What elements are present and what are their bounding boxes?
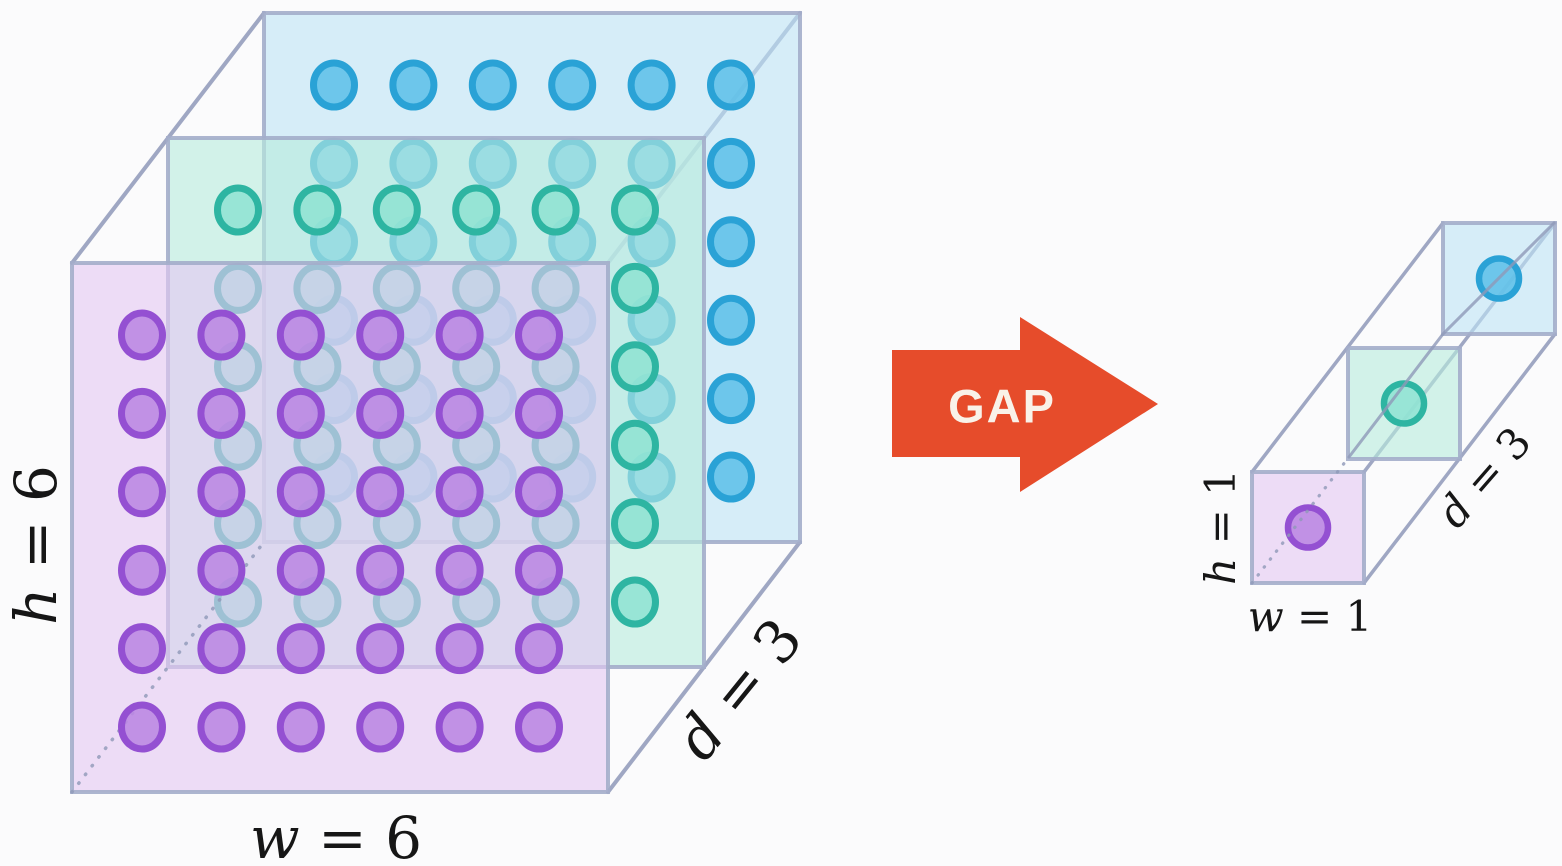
feature-map-circle: [515, 701, 563, 753]
feature-map-circle: [531, 184, 580, 236]
label-width: w = 6: [250, 804, 422, 866]
feature-map-circle: [197, 623, 246, 675]
feature-map-circle: [197, 544, 246, 596]
feature-map-circle: [197, 309, 246, 361]
feature-map-circle: [468, 59, 517, 111]
feature-map-circle: [515, 466, 563, 518]
feature-map-circle: [435, 701, 484, 753]
feature-map-circle: [707, 59, 755, 111]
feature-map-circle: [515, 309, 563, 361]
output-cell-teal: [1346, 346, 1462, 461]
gap-arrow: GAP: [892, 317, 1158, 492]
arrow-label: GAP: [948, 380, 1056, 433]
feature-map-circle: [276, 544, 325, 596]
feature-map-circle: [118, 544, 166, 596]
feature-map-circle: [611, 341, 659, 393]
feature-map-circle: [611, 419, 659, 471]
feature-map-circle: [707, 451, 755, 503]
feature-map-circle: [118, 623, 166, 675]
feature-map-circle: [515, 544, 563, 596]
feature-map-circle: [276, 466, 325, 518]
box-edge-bottom-left-hidden: [1347, 221, 1556, 459]
feature-map-circle: [118, 466, 166, 518]
feature-map-circle: [707, 137, 755, 189]
feature-map-circle: [611, 184, 659, 236]
feature-map-circle: [452, 184, 501, 236]
output-cell-purple: [1250, 470, 1366, 585]
feature-map-circle: [356, 701, 405, 753]
label-height: h = 6: [2, 465, 70, 625]
feature-map-circle: [276, 387, 325, 439]
feature-map-circle: [372, 184, 421, 236]
plane-purple-face: [70, 261, 610, 794]
feature-map-circle: [515, 623, 563, 675]
feature-map-circle: [356, 623, 405, 675]
pooled-value-purple: [1284, 504, 1332, 551]
feature-map-circle: [435, 466, 484, 518]
feature-map-circle: [276, 309, 325, 361]
feature-map-circle: [435, 623, 484, 675]
output-label-width: w = 1: [1248, 592, 1373, 641]
feature-map-circle: [611, 262, 659, 314]
output-label-height: h = 1: [1196, 469, 1245, 585]
feature-map-circle: [707, 373, 755, 425]
feature-map-circle: [548, 59, 597, 111]
feature-map-circle: [197, 466, 246, 518]
feature-map-circle: [435, 387, 484, 439]
input-tensor: h = 6 w = 6 d = 3: [2, 11, 816, 866]
feature-map-circle: [118, 387, 166, 439]
arrow-shape: [892, 317, 1158, 492]
feature-map-circle: [276, 623, 325, 675]
feature-map-circle: [611, 576, 659, 628]
feature-map-circle: [515, 387, 563, 439]
feature-map-circle: [435, 544, 484, 596]
feature-map-circle: [276, 701, 325, 753]
feature-map-circle: [293, 184, 342, 236]
feature-map-circle: [356, 466, 405, 518]
feature-map-circle: [707, 294, 755, 346]
output-tensor: h = 1 w = 1 d = 3: [1196, 221, 1557, 641]
feature-map-circle: [118, 701, 166, 753]
feature-map-circle: [197, 701, 246, 753]
feature-map-circle: [707, 216, 755, 268]
feature-map-circle: [118, 309, 166, 361]
feature-map-circle: [356, 387, 405, 439]
feature-map-circle: [214, 184, 262, 236]
feature-map-circle: [356, 309, 405, 361]
feature-map-circle: [611, 498, 659, 550]
feature-map-circle: [627, 59, 676, 111]
plane-purple-circles: [118, 309, 563, 753]
feature-map-circle: [435, 309, 484, 361]
feature-map-circle: [389, 59, 438, 111]
feature-map-circle: [197, 387, 246, 439]
feature-map-circle: [310, 59, 358, 111]
box-edge-bottom-left-hidden-dotted: [1250, 455, 1351, 585]
feature-map-circle: [356, 544, 405, 596]
